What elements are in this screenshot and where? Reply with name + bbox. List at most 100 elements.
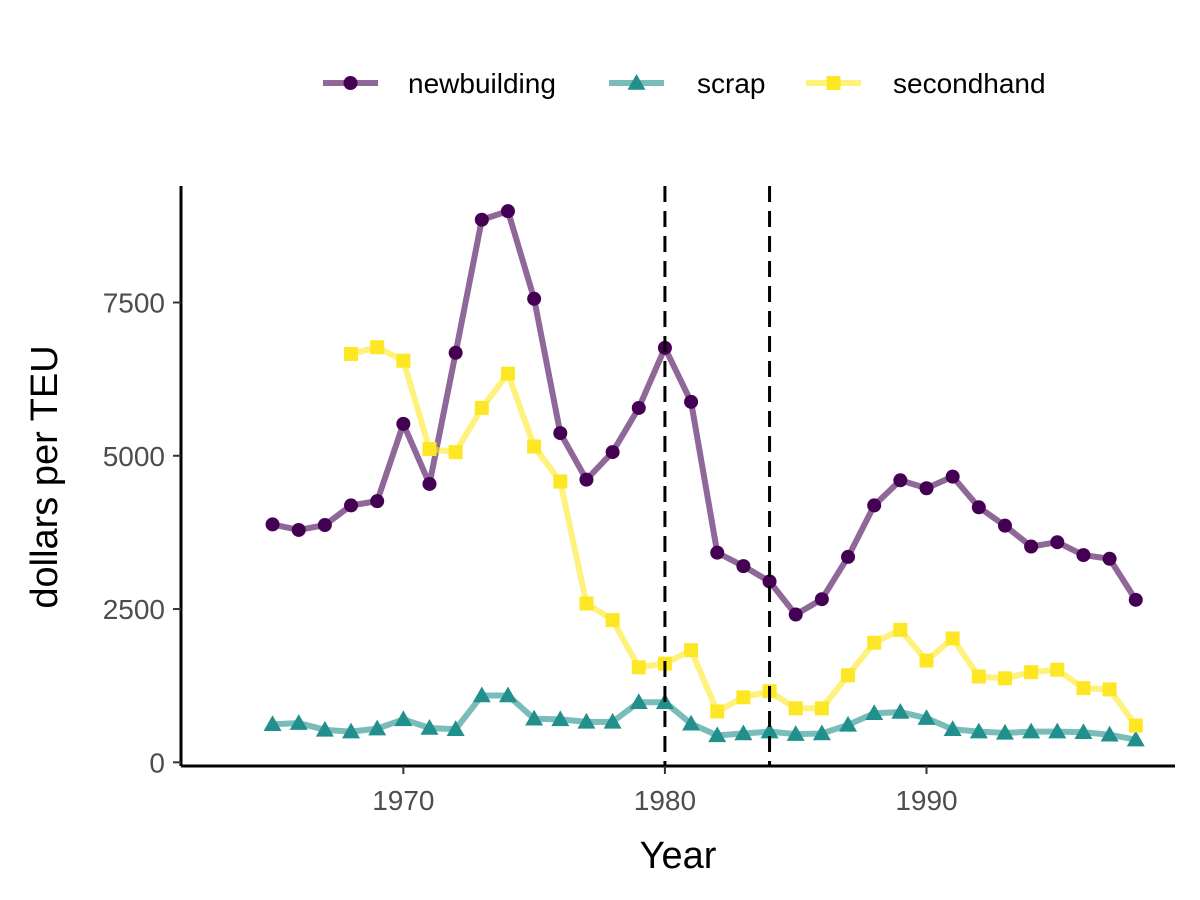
data-point-scrap [603,712,622,729]
data-point-secondhand [370,340,385,355]
data-point-newbuilding [631,400,646,415]
data-point-scrap [1100,725,1119,742]
data-point-secondhand [631,660,646,675]
series-line-newbuilding [271,208,1139,618]
data-point-newbuilding [684,394,699,409]
data-point-newbuilding [997,518,1012,533]
data-point-secondhand [867,635,882,650]
series-scrap [263,686,1145,747]
data-point-secondhand [396,353,411,368]
data-point-scrap [472,686,491,703]
data-point-newbuilding [1024,539,1039,554]
data-point-newbuilding [344,498,359,513]
data-point-scrap [812,724,831,741]
legend-item-newbuilding: newbuilding [323,68,556,99]
data-point-scrap [1048,722,1067,739]
data-point-scrap [917,709,936,725]
y-axis-title: dollars per TEU [24,345,66,608]
legend-key-marker [826,76,841,90]
data-point-scrap [420,718,439,735]
data-point-secondhand [474,400,489,415]
data-point-newbuilding [710,545,725,560]
data-point-scrap [289,714,308,730]
data-point-scrap [786,725,805,741]
data-point-secondhand [1076,681,1091,696]
series-secondhand [344,340,1143,733]
series-line-scrap [272,692,1137,743]
data-point-scrap [1074,723,1093,740]
data-point-secondhand [788,701,803,716]
data-point-scrap [446,720,465,736]
x-tick-label: 1980 [634,785,696,816]
data-point-secondhand [1128,718,1143,733]
data-point-newbuilding [1076,548,1091,563]
data-point-newbuilding [579,472,594,487]
data-point-newbuilding [945,469,960,484]
data-point-scrap [342,722,361,739]
data-point-secondhand [997,671,1012,686]
data-point-newbuilding [422,476,437,491]
data-point-newbuilding [553,426,568,441]
data-point-scrap [629,693,648,709]
data-point-scrap [263,715,282,732]
data-point-newbuilding [291,522,306,537]
data-point-newbuilding [814,592,829,607]
data-point-secondhand [344,346,359,361]
legend-item-secondhand: secondhand [806,68,1046,99]
x-tick-label: 1990 [895,785,957,816]
data-point-scrap [551,710,570,727]
legend-label: scrap [697,68,765,99]
legend-key-marker [343,76,358,90]
data-point-scrap [1126,730,1145,747]
data-point-secondhand [814,701,829,716]
data-point-scrap [969,722,988,739]
data-point-secondhand [605,613,620,628]
series-newbuilding [265,204,1143,622]
data-point-secondhand [1050,662,1065,677]
data-point-scrap [368,719,387,736]
data-point-secondhand [945,631,960,646]
data-point-newbuilding [1128,592,1143,607]
data-point-scrap [891,703,910,719]
data-point-secondhand [736,690,751,705]
data-point-scrap [708,726,727,743]
data-point-newbuilding [736,559,751,574]
data-point-secondhand [710,704,725,719]
data-point-secondhand [971,669,986,684]
data-point-newbuilding [788,607,803,622]
data-point-scrap [498,686,517,703]
reference-lines [663,186,772,766]
data-point-newbuilding [893,473,908,488]
legend-item-scrap: scrap [609,68,765,99]
data-point-secondhand [1024,665,1039,680]
y-tick-label: 7500 [103,287,165,318]
data-point-newbuilding [919,481,934,496]
data-point-newbuilding [500,204,515,219]
series-layer [263,204,1145,747]
legend-label: secondhand [893,68,1046,99]
y-tick-label: 0 [149,747,165,778]
data-point-newbuilding [474,212,489,227]
legend: newbuilding scrap secondhand [323,68,1046,99]
data-point-scrap [865,704,884,721]
data-point-newbuilding [370,494,385,509]
data-point-scrap [577,712,596,729]
data-point-scrap [394,710,413,727]
data-point-newbuilding [867,498,882,513]
data-point-newbuilding [762,574,777,589]
axes: 0 2500 5000 7500 1970 1980 1990 [103,186,1175,816]
data-point-newbuilding [1050,535,1065,550]
y-tick-label: 5000 [103,441,165,472]
data-point-scrap [995,723,1014,740]
data-point-scrap [315,720,334,737]
x-tick-label: 1970 [372,785,434,816]
data-point-scrap [760,722,779,739]
data-point-secondhand [893,622,908,637]
data-point-secondhand [841,668,856,683]
data-point-secondhand [684,643,699,658]
data-point-newbuilding [527,291,542,306]
data-point-secondhand [553,474,568,489]
y-tick-label: 2500 [103,594,165,625]
data-point-scrap [839,715,858,732]
